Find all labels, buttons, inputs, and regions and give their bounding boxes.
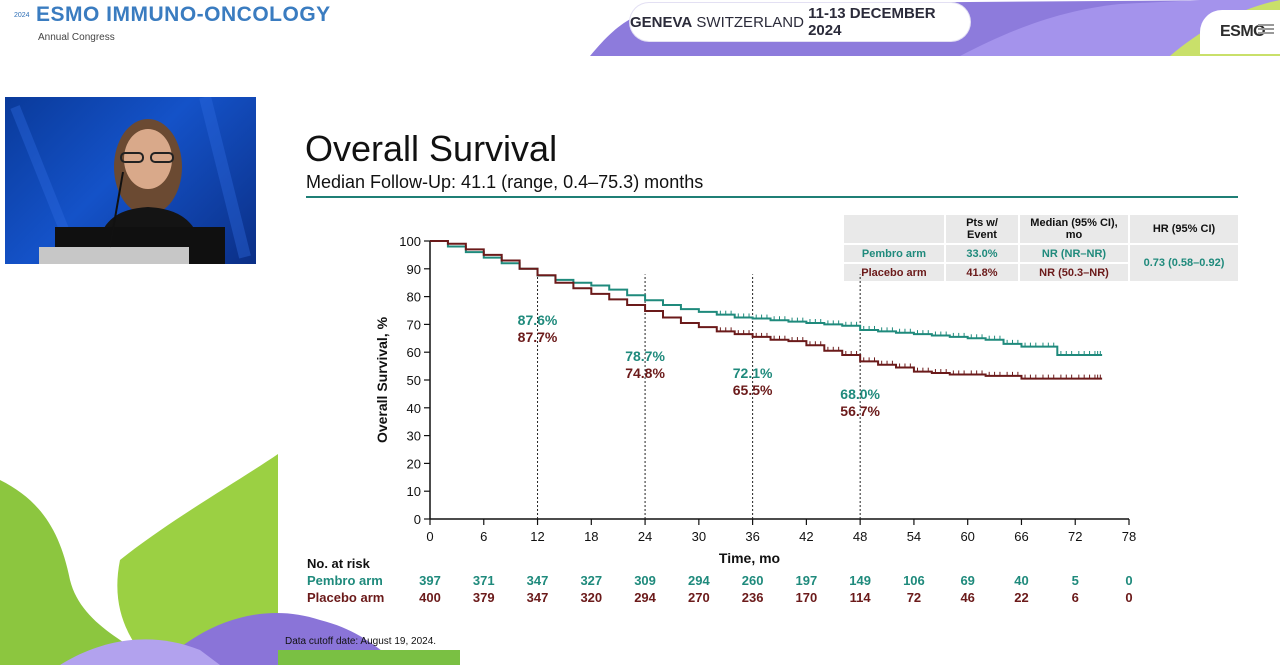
location-country: SWITZERLAND bbox=[696, 13, 804, 31]
at-risk-count: 69 bbox=[960, 573, 975, 588]
landmark-placebo-value: 74.8% bbox=[625, 365, 665, 381]
y-tick-label: 40 bbox=[407, 401, 421, 416]
row-pembro-events: 33.0% bbox=[946, 245, 1018, 262]
location-city: GENEVA bbox=[630, 13, 693, 31]
at-risk-count: 294 bbox=[634, 590, 656, 605]
row-placebo-events: 41.8% bbox=[946, 264, 1018, 281]
corner-decoration bbox=[0, 454, 460, 665]
landmark-pembro-value: 78.7% bbox=[625, 348, 665, 364]
y-tick-label: 90 bbox=[407, 262, 421, 277]
x-tick-label: 48 bbox=[853, 529, 867, 544]
y-axis-title: Overall Survival, % bbox=[374, 316, 390, 443]
row-placebo-median: NR (50.3–NR) bbox=[1020, 264, 1128, 281]
location-banner: GENEVA SWITZERLAND 11-13 DECEMBER 2024 bbox=[630, 3, 970, 41]
at-risk-count: 379 bbox=[472, 590, 495, 605]
y-tick-label: 20 bbox=[407, 456, 421, 471]
at-risk-count: 327 bbox=[580, 573, 603, 588]
y-tick-label: 60 bbox=[407, 345, 421, 360]
speaker-figure-icon bbox=[10, 97, 251, 264]
x-tick-label: 18 bbox=[584, 529, 598, 544]
congress-subtitle: Annual Congress bbox=[38, 32, 115, 43]
row-pembro-median: NR (NR–NR) bbox=[1020, 245, 1128, 262]
x-tick-label: 72 bbox=[1068, 529, 1082, 544]
y-tick-label: 100 bbox=[399, 234, 421, 249]
x-tick-label: 0 bbox=[426, 529, 433, 544]
x-tick-label: 60 bbox=[960, 529, 974, 544]
at-risk-count: 347 bbox=[526, 590, 549, 605]
landmark-placebo-value: 87.7% bbox=[518, 329, 558, 345]
x-tick-label: 12 bbox=[530, 529, 544, 544]
at-risk-title: No. at risk bbox=[307, 556, 370, 571]
landmark-placebo-value: 56.7% bbox=[840, 403, 880, 419]
header-events: Pts w/ Event bbox=[946, 215, 1018, 243]
at-risk-count: 371 bbox=[472, 573, 495, 588]
esmo-badge: ESMO bbox=[1200, 10, 1280, 54]
stats-corner bbox=[844, 215, 944, 243]
landmark-pembro-value: 68.0% bbox=[840, 386, 880, 402]
x-tick-label: 6 bbox=[480, 529, 487, 544]
at-risk-count: 400 bbox=[419, 590, 441, 605]
row-placebo-label: Placebo arm bbox=[844, 264, 944, 281]
at-risk-count: 197 bbox=[795, 573, 818, 588]
placebo-curve bbox=[430, 240, 1103, 380]
x-tick-label: 42 bbox=[799, 529, 813, 544]
data-cutoff-note: Data cutoff date: August 19, 2024. bbox=[285, 636, 437, 647]
header-hr: HR (95% CI) bbox=[1130, 215, 1238, 243]
y-tick-label: 0 bbox=[414, 512, 421, 527]
at-risk-count: 270 bbox=[687, 590, 710, 605]
y-tick-label: 70 bbox=[407, 317, 421, 332]
x-tick-label: 66 bbox=[1014, 529, 1028, 544]
at-risk-count: 260 bbox=[741, 573, 764, 588]
landmark-pembro-value: 87.6% bbox=[518, 312, 558, 328]
y-tick-label: 80 bbox=[407, 290, 421, 305]
title-rule bbox=[306, 196, 1238, 198]
slide-subtitle: Median Follow-Up: 41.1 (range, 0.4–75.3)… bbox=[306, 172, 704, 192]
y-tick-label: 10 bbox=[407, 484, 421, 499]
congress-header: 2024 ESMO IMMUNO-ONCOLOGY Annual Congres… bbox=[0, 0, 1280, 56]
x-axis-title: Time, mo bbox=[719, 550, 780, 566]
row-pembro-label: Pembro arm bbox=[844, 245, 944, 262]
x-tick-label: 54 bbox=[907, 529, 921, 544]
at-risk-count: 46 bbox=[960, 590, 975, 605]
at-risk-count: 320 bbox=[580, 590, 603, 605]
x-tick-label: 78 bbox=[1122, 529, 1136, 544]
landmark-placebo-value: 65.5% bbox=[733, 382, 773, 398]
at-risk-count: 40 bbox=[1014, 573, 1029, 588]
at-risk-count: 347 bbox=[526, 573, 549, 588]
at-risk-count: 236 bbox=[741, 590, 764, 605]
x-tick-label: 24 bbox=[638, 529, 652, 544]
x-tick-label: 30 bbox=[692, 529, 706, 544]
survival-stats-table: Pts w/ Event Median (95% CI), mo HR (95%… bbox=[842, 213, 1240, 283]
at-risk-count: 0 bbox=[1125, 573, 1133, 588]
at-risk-count: 114 bbox=[849, 590, 871, 605]
x-tick-label: 36 bbox=[745, 529, 759, 544]
esmo-badge-text: ESMO bbox=[1220, 23, 1266, 40]
at-risk-count: 294 bbox=[687, 573, 710, 588]
location-dates: 11-13 DECEMBER 2024 bbox=[808, 5, 936, 39]
at-risk-count: 0 bbox=[1125, 590, 1133, 605]
at-risk-count: 22 bbox=[1014, 590, 1029, 605]
slide-title: Overall Survival bbox=[305, 128, 558, 169]
at-risk-count: 309 bbox=[634, 573, 656, 588]
hr-value: 0.73 (0.58–0.92) bbox=[1130, 245, 1238, 281]
badge-lines-icon bbox=[1258, 24, 1274, 26]
landmark-pembro-value: 72.1% bbox=[733, 365, 773, 381]
logo-year: 2024 bbox=[14, 12, 30, 19]
y-tick-label: 50 bbox=[407, 373, 421, 388]
at-risk-placebo-label: Placebo arm bbox=[307, 590, 385, 605]
at-risk-count: 72 bbox=[906, 590, 922, 605]
at-risk-count: 149 bbox=[849, 573, 871, 588]
header-median: Median (95% CI), mo bbox=[1020, 215, 1128, 243]
y-tick-label: 30 bbox=[407, 429, 421, 444]
congress-logo: ESMO IMMUNO-ONCOLOGY bbox=[36, 3, 331, 26]
at-risk-count: 170 bbox=[795, 590, 818, 605]
at-risk-count: 106 bbox=[903, 573, 925, 588]
at-risk-count: 6 bbox=[1071, 590, 1079, 605]
at-risk-count: 5 bbox=[1071, 573, 1079, 588]
at-risk-count: 397 bbox=[419, 573, 441, 588]
at-risk-pembro-label: Pembro arm bbox=[307, 573, 383, 588]
speaker-video[interactable] bbox=[5, 97, 256, 264]
